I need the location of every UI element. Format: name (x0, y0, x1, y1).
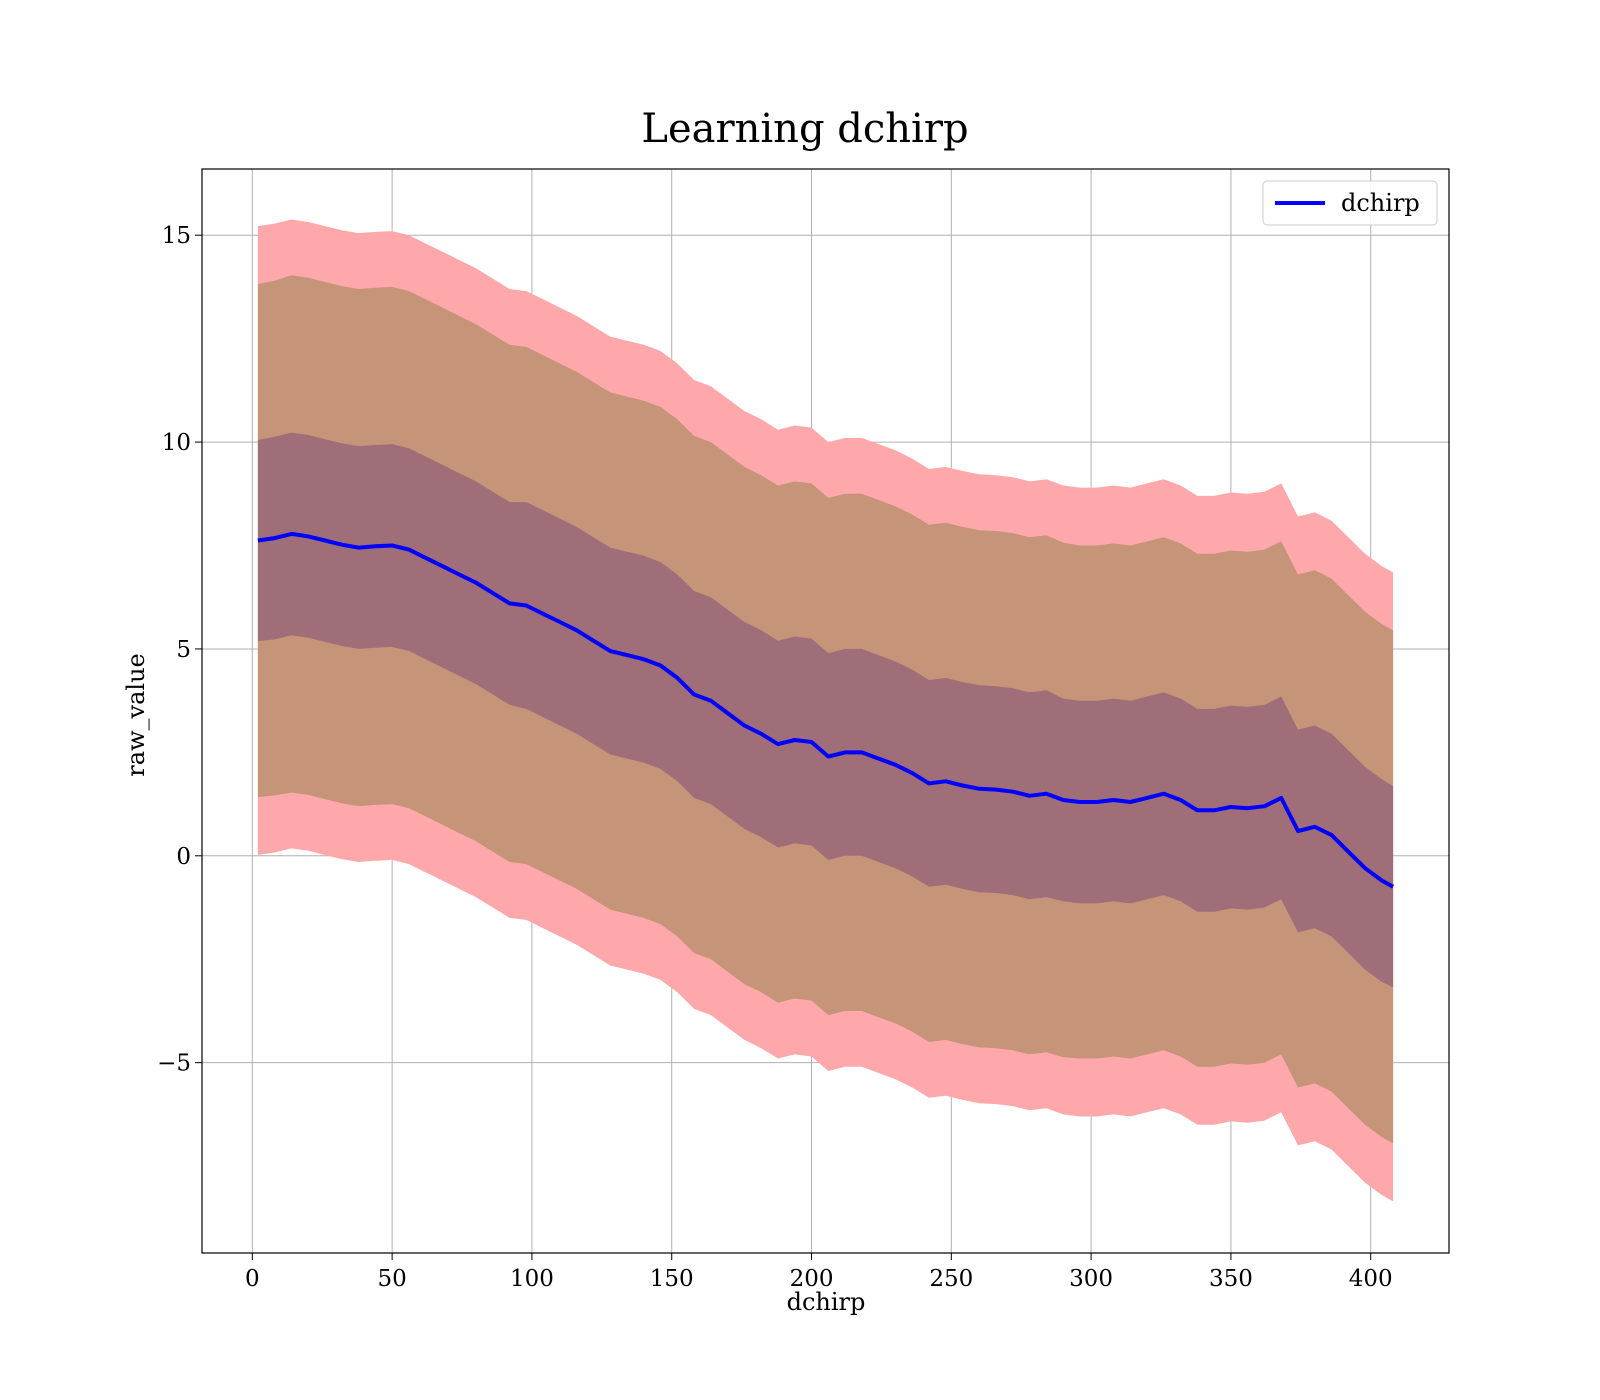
series-line-dchirp (257, 531, 1395, 889)
x-tick-label: 150 (650, 1266, 694, 1292)
y-tick-label: −5 (157, 1051, 191, 1077)
band-1sigma (257, 432, 1394, 988)
x-tick-label: 100 (510, 1266, 554, 1292)
axes-frame (201, 168, 1450, 1254)
x-tick-label: 400 (1349, 1266, 1393, 1292)
x-tick-label: 300 (1069, 1266, 1113, 1292)
x-tick-label: 0 (245, 1266, 260, 1292)
legend-box (1262, 180, 1438, 226)
y-tick-label: 10 (162, 430, 191, 456)
x-tick-label: 200 (790, 1266, 834, 1292)
x-tick-label: 350 (1209, 1266, 1253, 1292)
y-tick-label: 5 (176, 637, 191, 663)
plot-area: 0 50 100 150 200 250 300 350 400 −5 0 5 10 15 dchirp (157, 168, 1450, 1292)
legend: dchirp (1262, 180, 1438, 226)
x-tick-label: 50 (377, 1266, 406, 1292)
y-tick-label: 0 (176, 844, 191, 870)
x-tick-label: 250 (929, 1266, 973, 1292)
y-tick-label: 15 (162, 223, 191, 249)
legend-label-dchirp: dchirp (1341, 189, 1420, 217)
chart-title: Learning dchirp (641, 106, 968, 152)
x-axis-label: dchirp (787, 1288, 866, 1316)
y-axis-label: raw_value (122, 653, 150, 777)
